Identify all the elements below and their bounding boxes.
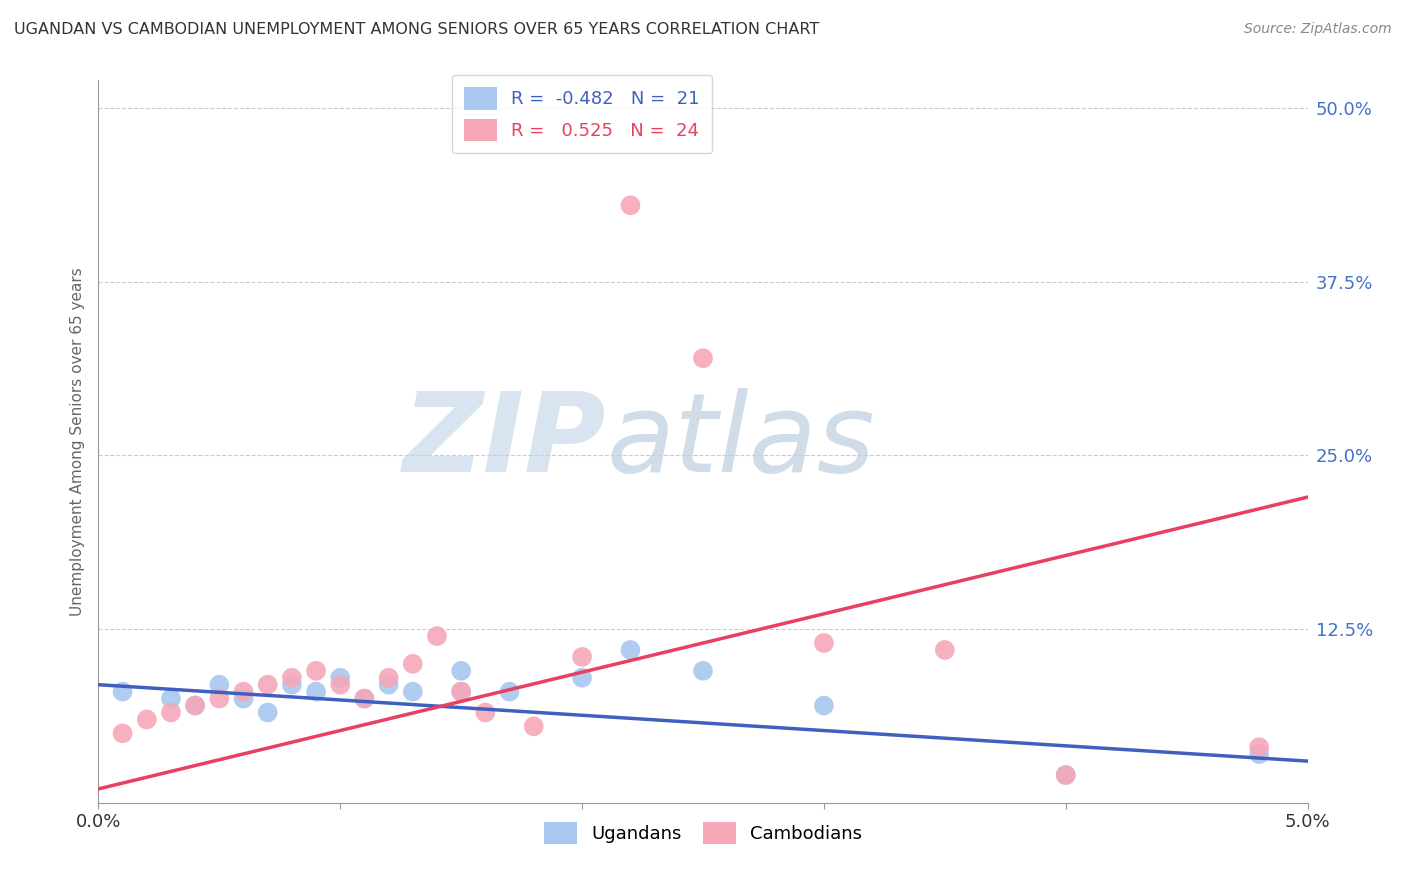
Point (934, 643, 956, 657)
Point (692, 664, 714, 678)
Point (281, 671, 304, 685)
Point (813, 636, 835, 650)
Point (1054, 768, 1077, 782)
Point (232, 684, 254, 698)
Point (450, 664, 472, 678)
Point (256, 678, 278, 692)
Point (184, 698, 207, 713)
Point (426, 629, 449, 643)
Point (353, 691, 375, 706)
Point (619, 198, 641, 212)
Point (329, 678, 352, 692)
Point (160, 706, 183, 720)
Point (1054, 768, 1077, 782)
Point (523, 719, 546, 733)
Text: atlas: atlas (606, 388, 875, 495)
Point (1249, 740, 1271, 755)
Point (377, 678, 399, 692)
Point (232, 691, 254, 706)
Text: ZIP: ZIP (402, 388, 606, 495)
Point (111, 726, 134, 740)
Point (305, 664, 328, 678)
Point (208, 691, 231, 706)
Point (184, 698, 207, 713)
Text: UGANDAN VS CAMBODIAN UNEMPLOYMENT AMONG SENIORS OVER 65 YEARS CORRELATION CHART: UGANDAN VS CAMBODIAN UNEMPLOYMENT AMONG … (14, 22, 820, 37)
Point (305, 684, 328, 698)
Point (353, 691, 375, 706)
Y-axis label: Unemployment Among Seniors over 65 years: Unemployment Among Seniors over 65 years (70, 268, 86, 615)
Point (692, 351, 714, 366)
Point (402, 657, 425, 671)
Point (498, 684, 520, 698)
Point (329, 671, 352, 685)
Point (571, 649, 593, 664)
Text: Source: ZipAtlas.com: Source: ZipAtlas.com (1244, 22, 1392, 37)
Point (1249, 747, 1271, 761)
Point (281, 678, 304, 692)
Point (160, 691, 183, 706)
Point (256, 706, 278, 720)
Legend: Ugandans, Cambodians: Ugandans, Cambodians (537, 815, 869, 852)
Point (571, 671, 593, 685)
Point (135, 713, 157, 727)
Point (474, 706, 496, 720)
Point (402, 684, 425, 698)
Point (619, 643, 641, 657)
Point (377, 671, 399, 685)
Point (111, 684, 134, 698)
Point (208, 678, 231, 692)
Point (813, 698, 835, 713)
Point (450, 684, 472, 698)
Point (450, 684, 472, 698)
